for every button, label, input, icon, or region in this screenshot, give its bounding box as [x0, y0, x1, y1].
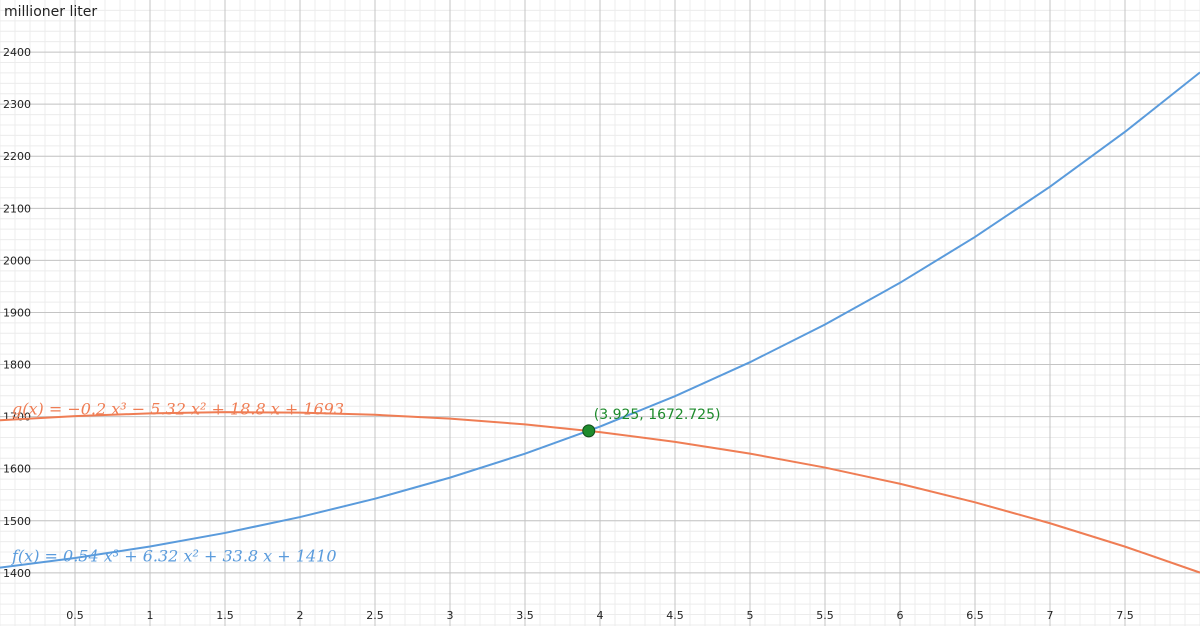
- x-tick-label: 4: [597, 609, 604, 622]
- x-tick-label: 1.5: [216, 609, 234, 622]
- x-tick-label: 7.5: [1116, 609, 1134, 622]
- curve: [0, 411, 1200, 574]
- intersection-point: [582, 424, 596, 438]
- y-tick-label: 2100: [3, 202, 31, 215]
- curve-label: g(x) = −0.2 x³ − 5.32 x² + 18.8 x + 1693: [12, 399, 344, 418]
- point-label: (3.925, 1672.725): [594, 407, 721, 423]
- x-tick-label: 2.5: [366, 609, 384, 622]
- y-axis-label: millioner liter: [4, 4, 97, 20]
- y-tick-label: 2200: [3, 150, 31, 163]
- curve: [0, 71, 1200, 569]
- curve-label: f(x) = 0.54 x³ + 6.32 x² + 33.8 x + 1410: [11, 547, 337, 566]
- y-tick-label: 1600: [3, 463, 31, 476]
- x-tick-label: 4.5: [666, 609, 684, 622]
- x-tick-label: 3: [447, 609, 454, 622]
- plot: f(x) = 0.54 x³ + 6.32 x² + 33.8 x + 1410…: [0, 71, 1200, 574]
- x-tick-label: 5: [747, 609, 754, 622]
- x-tick-label: 6.5: [966, 609, 984, 622]
- y-tick-label: 1400: [3, 567, 31, 580]
- y-tick-label: 1800: [3, 359, 31, 372]
- x-tick-label: 6: [897, 609, 904, 622]
- y-tick-label: 1500: [3, 515, 31, 528]
- y-tick-label: 2000: [3, 254, 31, 267]
- x-tick-label: 3.5: [516, 609, 534, 622]
- y-tick-label: 2400: [3, 46, 31, 59]
- x-tick-label: 2: [297, 609, 304, 622]
- y-tick-label: 1900: [3, 306, 31, 319]
- y-tick-label: 2300: [3, 98, 31, 111]
- x-tick-label: 7: [1047, 609, 1054, 622]
- x-tick-label: 5.5: [816, 609, 834, 622]
- x-tick-label: 1: [147, 609, 154, 622]
- x-tick-label: 0.5: [66, 609, 84, 622]
